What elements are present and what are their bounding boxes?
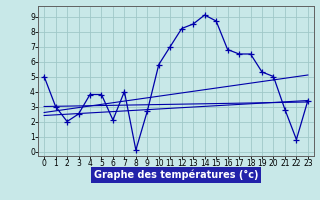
- X-axis label: Graphe des températures (°c): Graphe des températures (°c): [94, 170, 258, 180]
